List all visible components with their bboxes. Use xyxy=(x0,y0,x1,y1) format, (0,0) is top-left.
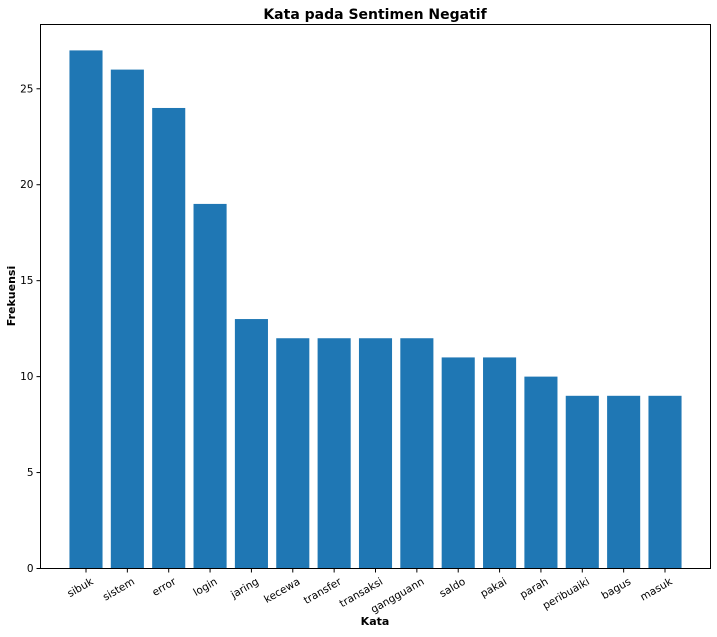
bar-parah xyxy=(524,376,558,569)
x-tick-label: bagus xyxy=(600,576,634,602)
x-tick-label: jaring xyxy=(228,576,261,602)
x-tick-label: parah xyxy=(518,576,550,602)
bar-sistem xyxy=(110,69,144,569)
bar-saldo xyxy=(441,357,475,569)
bar-bagus xyxy=(607,395,641,569)
x-tick-label: masuk xyxy=(638,575,675,603)
bar-jaring xyxy=(234,319,268,569)
bar-transfer xyxy=(317,338,351,569)
bar-transaksi xyxy=(358,338,393,569)
y-tick-label: 15 xyxy=(20,275,33,287)
x-tick-label: peribuaiki xyxy=(541,576,592,612)
y-axis-label: Frekuensi xyxy=(5,266,18,326)
bar-kecewa xyxy=(276,338,310,569)
y-tick-label: 20 xyxy=(20,179,33,191)
bar-login xyxy=(193,203,227,569)
x-axis: sibuk sistem error login jaring kecewa transfe… xyxy=(65,568,675,616)
bars-layer xyxy=(69,50,682,569)
x-tick-label: login xyxy=(191,576,219,599)
bar-gangguann xyxy=(400,338,434,569)
x-tick-label: saldo xyxy=(438,576,468,600)
y-axis: 0 5 10 15 20 25 xyxy=(20,83,41,575)
chart-title: Kata pada Sentimen Negatif xyxy=(263,7,487,23)
y-tick-label: 5 xyxy=(27,467,34,479)
plot-frame xyxy=(40,24,711,569)
x-tick-label: pakai xyxy=(479,576,510,601)
y-tick-label: 25 xyxy=(20,83,33,95)
y-tick-label: 10 xyxy=(20,371,33,383)
bar-pakai xyxy=(483,357,517,569)
x-tick-label: error xyxy=(150,575,179,598)
y-tick-label: 0 xyxy=(27,563,34,575)
bar-peribuaiki xyxy=(565,395,599,569)
x-tick-label: sibuk xyxy=(65,575,96,600)
bar-sibuk xyxy=(69,50,103,569)
bar-error xyxy=(152,107,186,569)
bar-masuk xyxy=(648,395,682,569)
x-axis-label: Kata xyxy=(361,615,390,628)
x-tick-label: sistem xyxy=(101,576,137,604)
x-tick-label: kecewa xyxy=(262,576,302,606)
